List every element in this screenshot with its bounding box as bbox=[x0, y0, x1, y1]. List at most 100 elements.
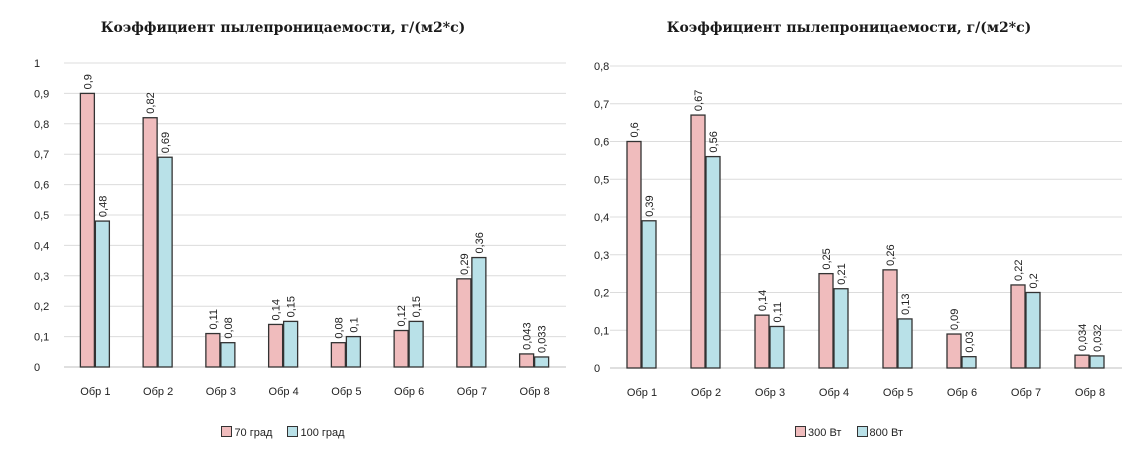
data-label: 0,09 bbox=[949, 309, 961, 330]
bar bbox=[769, 325, 785, 369]
data-label: 0,1 bbox=[348, 317, 360, 332]
bar bbox=[471, 256, 487, 368]
legend-swatch bbox=[221, 426, 233, 437]
data-label: 0,13 bbox=[900, 294, 912, 315]
y-tick-label: 0,4 bbox=[594, 212, 609, 224]
bar bbox=[1074, 354, 1090, 369]
bar bbox=[79, 92, 96, 368]
y-tick-label: 0,9 bbox=[34, 88, 49, 100]
bar bbox=[393, 329, 409, 368]
y-tick-label: 0,3 bbox=[34, 271, 49, 283]
bar bbox=[345, 335, 362, 368]
bar bbox=[882, 269, 898, 369]
data-label: 0,56 bbox=[708, 131, 720, 152]
data-label: 0,15 bbox=[286, 296, 298, 317]
x-category-label: Обр 1 bbox=[80, 386, 110, 398]
data-label: 0,033 bbox=[537, 325, 549, 353]
data-label: 0,14 bbox=[757, 290, 769, 311]
y-tick-label: 0,6 bbox=[594, 137, 609, 149]
bar bbox=[267, 323, 284, 368]
bar bbox=[205, 332, 221, 368]
data-label: 0,82 bbox=[145, 92, 157, 113]
data-label: 0,15 bbox=[411, 296, 423, 317]
bar bbox=[641, 220, 657, 369]
legend-item-series-1: 300 Вт bbox=[795, 426, 841, 439]
y-tick-label: 0 bbox=[34, 362, 40, 374]
legend-item-series-2: 100 град bbox=[287, 426, 345, 439]
bar bbox=[518, 353, 535, 368]
bar bbox=[690, 114, 706, 369]
y-tick-label: 0 bbox=[594, 363, 600, 375]
bar bbox=[1025, 291, 1041, 369]
bar bbox=[533, 356, 550, 368]
data-label: 0,21 bbox=[836, 263, 848, 284]
y-tick-label: 0,5 bbox=[594, 174, 609, 186]
legend-swatch bbox=[856, 426, 868, 437]
y-tick-label: 0,2 bbox=[594, 288, 609, 300]
bar-chart-right: 0 0,1 0,2 0,3 0,4 0,5 0,6 0,7 0,8 0,6 0,39 Обр 1 0,6… bbox=[594, 61, 1122, 399]
x-category-label: Обр 5 bbox=[883, 387, 913, 399]
y-tick-label: 0,3 bbox=[594, 250, 609, 262]
data-label: 0,48 bbox=[97, 196, 109, 217]
bar bbox=[818, 272, 834, 369]
data-label: 0,14 bbox=[271, 299, 283, 320]
y-tick-label: 0,2 bbox=[34, 301, 49, 313]
x-category-label: Обр 2 bbox=[691, 387, 721, 399]
y-tick-label: 0,6 bbox=[34, 180, 49, 192]
legend-label: 300 Вт bbox=[808, 427, 842, 439]
bar bbox=[833, 288, 849, 369]
bar bbox=[961, 356, 977, 369]
bar bbox=[1089, 355, 1105, 369]
y-tick-label: 0,7 bbox=[34, 149, 49, 161]
data-label: 0,034 bbox=[1077, 324, 1089, 352]
x-category-label: Обр 2 bbox=[143, 386, 173, 398]
data-label: 0,12 bbox=[396, 305, 408, 326]
y-tick-label: 0,1 bbox=[34, 332, 49, 344]
data-label: 0,03 bbox=[964, 331, 976, 352]
y-tick-label: 0,7 bbox=[594, 99, 609, 111]
legend-item-series-2: 800 Вт bbox=[856, 426, 903, 439]
bar bbox=[330, 342, 347, 368]
chart-panel-right: Коэффициент пылепроницаемости, г/(м2*с) … bbox=[566, 0, 1132, 455]
data-label: 0,29 bbox=[459, 253, 471, 274]
data-label: 0,11 bbox=[208, 309, 220, 330]
data-label: 0,08 bbox=[333, 317, 345, 338]
y-tick-label: 0,1 bbox=[594, 325, 609, 337]
bar bbox=[157, 156, 173, 368]
x-category-label: Обр 4 bbox=[819, 387, 849, 399]
data-label: 0,69 bbox=[160, 132, 172, 153]
legend: 70 град 100 град bbox=[0, 426, 566, 439]
data-label: 0,67 bbox=[693, 90, 705, 111]
bar bbox=[142, 117, 158, 368]
legend-swatch bbox=[795, 426, 807, 437]
bar-chart-left: 0 0,1 0,2 0,3 0,4 0,5 0,6 0,7 0,8 0,9 1 0,9 0,48 Обр … bbox=[34, 58, 566, 398]
y-tick-label: 1 bbox=[34, 58, 40, 70]
bar bbox=[220, 342, 236, 368]
data-label: 0,26 bbox=[885, 244, 897, 265]
bar bbox=[705, 155, 721, 369]
data-label: 0,36 bbox=[474, 232, 486, 253]
data-label: 0,11 bbox=[772, 302, 784, 323]
data-label: 0,25 bbox=[821, 248, 833, 269]
x-category-label: Обр 7 bbox=[457, 386, 487, 398]
y-tick-label: 0,5 bbox=[34, 210, 49, 222]
x-category-label: Обр 6 bbox=[947, 387, 977, 399]
bar bbox=[94, 220, 111, 368]
bar bbox=[946, 333, 962, 369]
legend: 300 Вт 800 Вт bbox=[566, 426, 1132, 439]
x-category-label: Обр 3 bbox=[755, 387, 785, 399]
chart-title: Коэффициент пылепроницаемости, г/(м2*с) bbox=[100, 20, 466, 36]
legend-label: 70 град bbox=[234, 427, 273, 439]
x-category-label: Обр 5 bbox=[331, 386, 361, 398]
chart-panel-left: Коэффициент пылепроницаемости, г/(м2*с) … bbox=[0, 20, 566, 439]
x-category-label: Обр 8 bbox=[1075, 387, 1105, 399]
x-category-label: Обр 7 bbox=[1011, 387, 1041, 399]
legend-swatch bbox=[287, 426, 299, 437]
chart-title: Коэффициент пылепроницаемости, г/(м2*с) bbox=[666, 20, 1032, 36]
legend-label: 800 Вт bbox=[869, 427, 903, 439]
data-label: 0,9 bbox=[82, 74, 94, 89]
bar bbox=[897, 318, 913, 369]
data-label: 0,6 bbox=[629, 122, 641, 137]
y-tick-label: 0,8 bbox=[34, 119, 49, 131]
bar bbox=[408, 320, 424, 368]
